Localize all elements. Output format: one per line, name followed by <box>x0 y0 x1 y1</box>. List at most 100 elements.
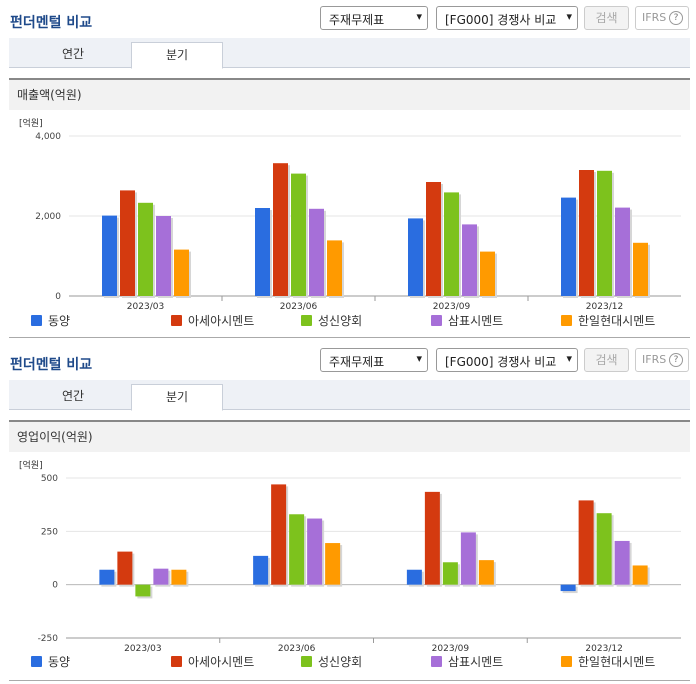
bar[interactable] <box>408 218 423 296</box>
op-income-bar-chart: [억원] 500 250 0 -250 2023/03 2023/06 2023/09 2023… <box>19 459 681 652</box>
bar[interactable] <box>120 190 135 296</box>
legend-item[interactable]: 한일현대시멘트 <box>561 654 655 670</box>
y-tick-label: 4,000 <box>35 132 61 142</box>
bar[interactable] <box>560 584 576 592</box>
period-tabs: 연간 분기 <box>9 380 690 411</box>
panel-header: 펀더멘털 비교 주재무제표 ▾ [FG000] 경쟁사 비교 ▾ 검색 IFRS… <box>0 342 696 376</box>
bar[interactable] <box>462 224 477 296</box>
statement-select[interactable]: 주재무제표 ▾ <box>320 348 428 372</box>
bar[interactable] <box>578 500 594 585</box>
chart-legend: 동양 아세아시멘트 성신양회 삼표시멘트 한일현대시멘트 <box>31 313 691 329</box>
bar[interactable] <box>579 170 594 296</box>
section-title: 영업이익(억원) <box>9 420 690 452</box>
panel-title: 펀더멘털 비교 <box>10 15 93 31</box>
legend-item[interactable]: 동양 <box>31 654 70 670</box>
bar[interactable] <box>614 540 630 585</box>
statement-select-value: 주재무제표 <box>329 355 385 369</box>
period-tabs: 연간 분기 <box>9 38 690 69</box>
bar[interactable] <box>615 207 630 296</box>
bar[interactable] <box>255 208 270 296</box>
bar[interactable] <box>289 514 305 585</box>
legend-swatch <box>431 315 442 326</box>
legend-item[interactable]: 삼표시멘트 <box>431 654 503 670</box>
ifrs-toggle[interactable]: IFRS ? <box>635 348 689 372</box>
bar[interactable] <box>174 249 189 296</box>
unit-label: [억원] <box>19 459 43 471</box>
bar[interactable] <box>99 569 115 585</box>
ifrs-toggle[interactable]: IFRS ? <box>635 6 689 30</box>
bar[interactable] <box>291 173 306 296</box>
bar[interactable] <box>309 208 324 296</box>
bar[interactable] <box>327 240 342 296</box>
bar[interactable] <box>271 484 287 585</box>
x-tick-label: 2023/12 <box>586 302 623 310</box>
legend-label: 아세아시멘트 <box>188 655 255 669</box>
competitor-select[interactable]: [FG000] 경쟁사 비교 ▾ <box>436 6 578 30</box>
op-income-chart: [억원] 500 250 0 -250 2023/03 2023/06 2023/09 2023… <box>9 452 690 681</box>
statement-select[interactable]: 주재무제표 ▾ <box>320 6 428 30</box>
legend-swatch <box>31 315 42 326</box>
bar[interactable] <box>478 560 494 585</box>
tab-quarterly[interactable]: 분기 <box>131 42 223 69</box>
bar[interactable] <box>253 555 269 585</box>
legend-item[interactable]: 동양 <box>31 313 70 329</box>
bar[interactable] <box>102 215 117 296</box>
bar[interactable] <box>273 163 288 296</box>
sales-chart: [억원] 4,000 2,000 0 2023/03 2023/06 2023/09 2023… <box>9 110 690 338</box>
legend-label: 한일현대시멘트 <box>578 655 656 669</box>
bar[interactable] <box>632 565 648 585</box>
bar[interactable] <box>633 242 648 296</box>
bar[interactable] <box>597 170 612 296</box>
y-tick-label: 0 <box>55 292 61 302</box>
x-tick-label: 2023/12 <box>585 644 622 652</box>
legend-swatch <box>171 315 182 326</box>
bar[interactable] <box>426 182 441 296</box>
x-tick-label: 2023/03 <box>127 302 164 310</box>
x-tick-label: 2023/06 <box>278 644 316 652</box>
search-button[interactable]: 검색 <box>584 6 629 30</box>
competitor-select-value: [FG000] 경쟁사 비교 <box>445 13 557 27</box>
y-tick-label: -250 <box>38 634 59 644</box>
legend-item[interactable]: 아세아시멘트 <box>171 654 254 670</box>
bar[interactable] <box>424 491 440 585</box>
bar[interactable] <box>135 584 151 597</box>
tab-annual[interactable]: 연간 <box>61 47 85 61</box>
legend-item[interactable]: 아세아시멘트 <box>171 313 254 329</box>
tab-annual[interactable]: 연간 <box>61 389 85 403</box>
bar[interactable] <box>596 513 612 585</box>
x-tick-label: 2023/09 <box>433 302 471 310</box>
legend-label: 동양 <box>48 314 71 328</box>
help-icon[interactable]: ? <box>669 11 683 25</box>
competitor-select[interactable]: [FG000] 경쟁사 비교 ▾ <box>436 348 578 372</box>
legend-label: 한일현대시멘트 <box>578 314 656 328</box>
panel-header: 펀더멘털 비교 주재무제표 ▾ [FG000] 경쟁사 비교 ▾ 검색 IFRS… <box>0 0 696 34</box>
y-tick-label: 2,000 <box>35 212 61 222</box>
bar[interactable] <box>117 551 133 585</box>
bar[interactable] <box>153 568 169 585</box>
search-button[interactable]: 검색 <box>584 348 629 372</box>
bar[interactable] <box>460 532 476 585</box>
legend-label: 삼표시멘트 <box>448 314 504 328</box>
bar[interactable] <box>444 192 459 296</box>
bar[interactable] <box>480 251 495 296</box>
legend-item[interactable]: 성신양회 <box>301 313 362 329</box>
bar[interactable] <box>156 216 171 296</box>
legend-label: 삼표시멘트 <box>448 655 504 669</box>
bar[interactable] <box>138 202 153 296</box>
bar[interactable] <box>307 518 323 585</box>
help-icon[interactable]: ? <box>669 353 683 367</box>
fundamental-panel-sales: 펀더멘털 비교 주재무제표 ▾ [FG000] 경쟁사 비교 ▾ 검색 IFRS… <box>0 0 696 338</box>
bar[interactable] <box>442 562 458 585</box>
x-tick-label: 2023/09 <box>432 644 470 652</box>
legend-label: 동양 <box>48 655 71 669</box>
bar[interactable] <box>325 543 341 585</box>
x-tick-label: 2023/06 <box>280 302 318 310</box>
bar[interactable] <box>171 569 187 585</box>
chart-legend: 동양 아세아시멘트 성신양회 삼표시멘트 한일현대시멘트 <box>31 654 691 670</box>
tab-quarterly[interactable]: 분기 <box>131 384 223 411</box>
legend-item[interactable]: 성신양회 <box>301 654 362 670</box>
legend-item[interactable]: 삼표시멘트 <box>431 313 503 329</box>
bar[interactable] <box>561 197 576 296</box>
legend-item[interactable]: 한일현대시멘트 <box>561 313 655 329</box>
bar[interactable] <box>406 569 422 585</box>
